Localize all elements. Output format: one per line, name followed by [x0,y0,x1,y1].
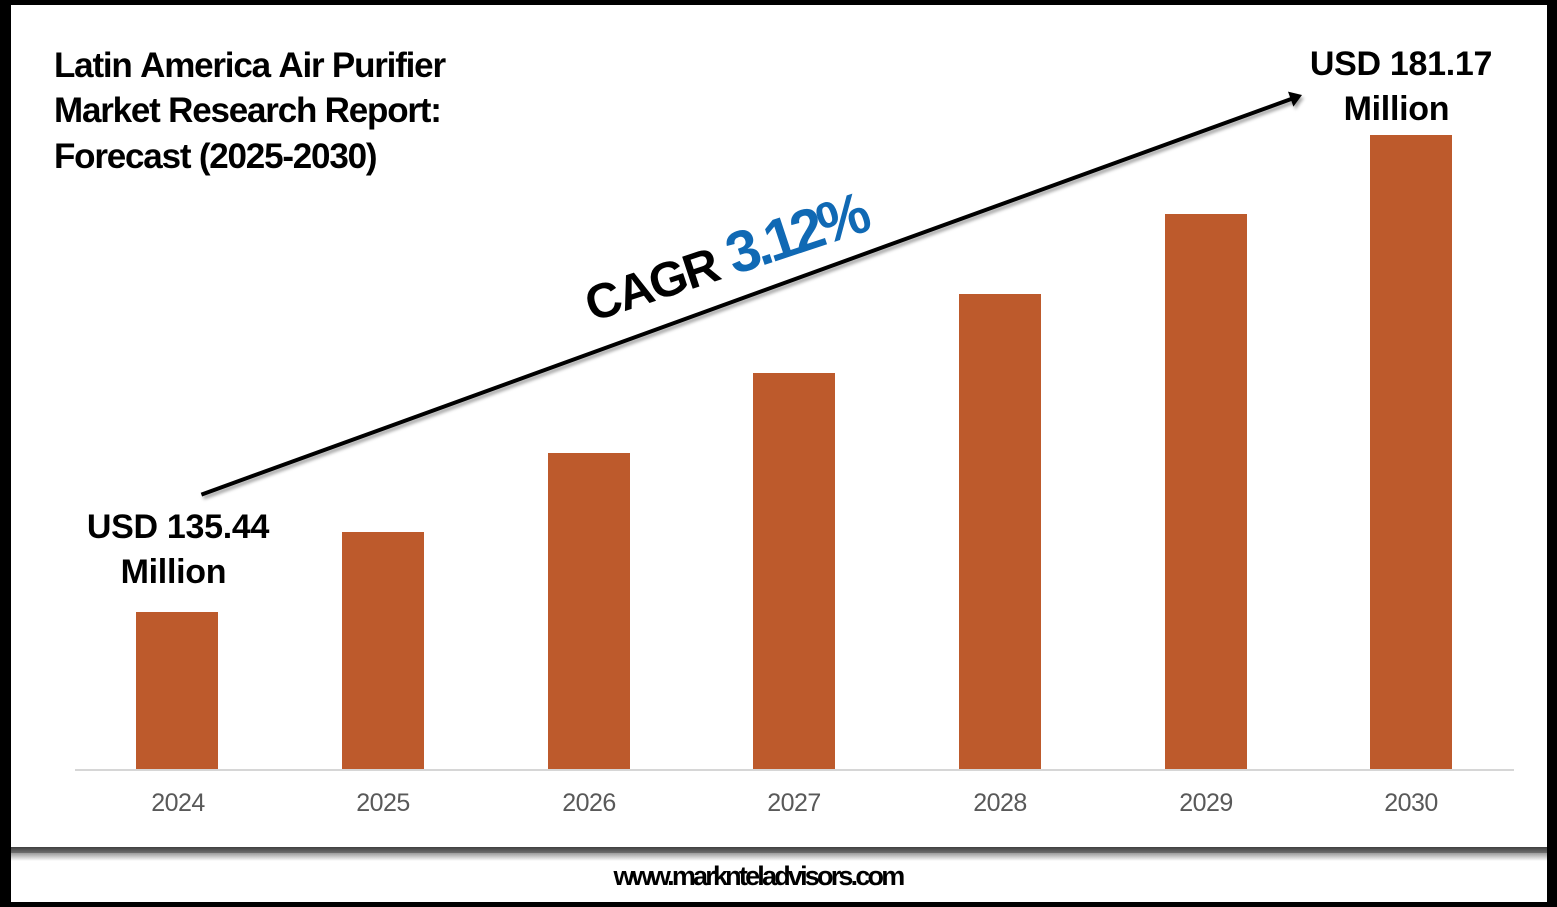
svg-text:CAGR 3.12%: CAGR 3.12% [576,180,878,335]
